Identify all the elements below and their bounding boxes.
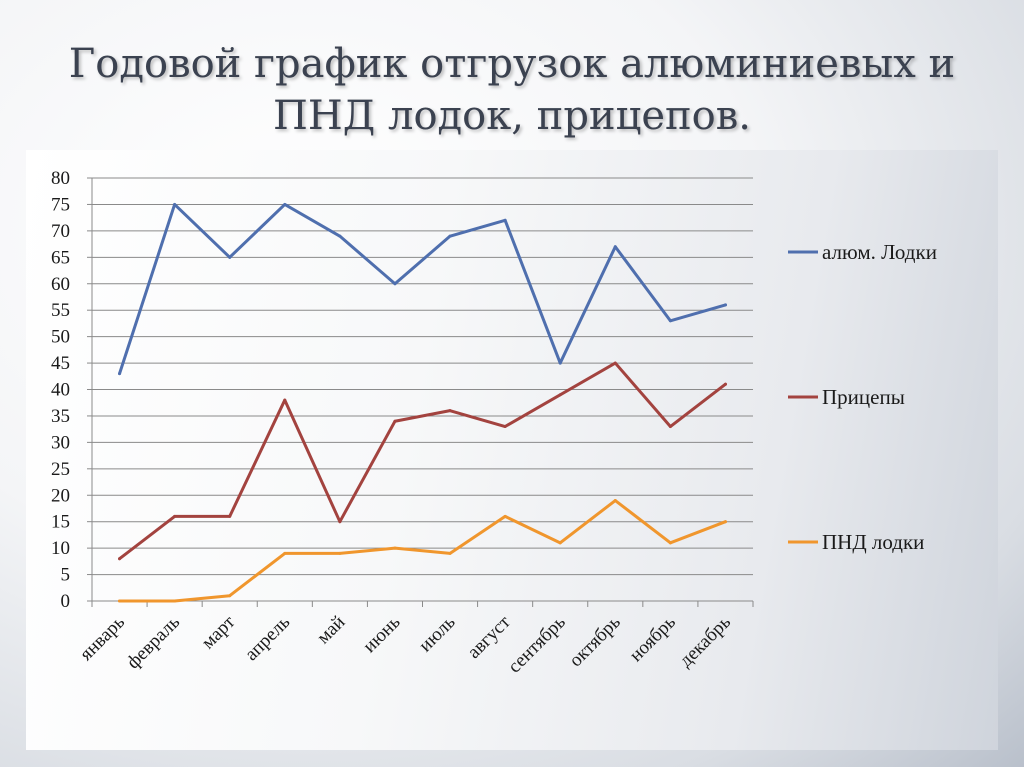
y-tick-label: 5 <box>61 565 71 586</box>
data-point <box>393 546 397 550</box>
y-tick-label: 0 <box>61 591 71 612</box>
x-tick-label: апрель <box>241 611 295 665</box>
y-tick-labels: 0 5 10 15 20 25 30 35 40 45 50 55 60 65 70 75 80 <box>51 168 70 612</box>
data-point <box>338 234 342 238</box>
series-line-1 <box>118 202 727 376</box>
data-point <box>118 372 122 376</box>
x-tick-label: октябрь <box>565 611 625 671</box>
y-tick-label: 10 <box>51 538 70 559</box>
data-point <box>118 599 122 603</box>
slide-title: Годовой график отгрузок алюминиевых и ПН… <box>0 38 1024 142</box>
data-point <box>503 514 507 518</box>
data-point <box>118 557 122 561</box>
y-tick-label: 45 <box>51 353 70 374</box>
data-point <box>723 382 727 386</box>
data-point <box>228 514 232 518</box>
y-tick-label: 35 <box>51 406 70 427</box>
legend-label: алюм. Лодки <box>822 240 937 264</box>
data-point <box>613 361 617 365</box>
data-point <box>228 255 232 259</box>
y-tick-label: 65 <box>51 247 70 268</box>
data-point <box>448 409 452 413</box>
data-point <box>668 319 672 323</box>
data-point <box>503 425 507 429</box>
legend-label: ПНД лодки <box>822 530 924 554</box>
y-tick-label: 40 <box>51 380 70 401</box>
data-point <box>558 361 562 365</box>
y-tick-label: 75 <box>51 194 70 215</box>
slide-title-line-1: Годовой график отгрузок алюминиевых и <box>68 41 956 87</box>
data-point <box>338 551 342 555</box>
y-tick-label: 80 <box>51 168 70 189</box>
series-line-3 <box>118 499 727 603</box>
data-point <box>283 551 287 555</box>
data-point <box>723 303 727 307</box>
gridlines <box>92 177 753 576</box>
x-tick-label: ноябрь <box>626 611 681 666</box>
data-point <box>613 499 617 503</box>
y-tick-label: 30 <box>51 432 70 453</box>
data-point <box>668 425 672 429</box>
data-point <box>338 520 342 524</box>
chart-panel <box>26 150 998 750</box>
slide-title-line-2: ПНД лодок, прицепов. <box>273 93 751 139</box>
data-point <box>283 398 287 402</box>
x-tick-label: март <box>198 611 240 653</box>
y-tick-label: 15 <box>51 512 70 533</box>
legend-label: Прицепы <box>822 385 905 409</box>
x-tick-label: август <box>463 611 515 663</box>
axes <box>87 177 754 607</box>
data-point <box>723 520 727 524</box>
y-tick-label: 25 <box>51 459 70 480</box>
x-tick-label: май <box>313 612 349 648</box>
data-point <box>173 599 177 603</box>
series-line-2 <box>118 361 727 561</box>
series-lines <box>118 202 727 603</box>
x-tick-label: февраль <box>123 611 185 673</box>
data-point <box>558 393 562 397</box>
y-tick-label: 70 <box>51 221 70 242</box>
data-point <box>173 514 177 518</box>
data-point <box>613 245 617 249</box>
data-point <box>173 202 177 206</box>
data-point <box>283 202 287 206</box>
y-tick-label: 50 <box>51 327 70 348</box>
data-point <box>448 551 452 555</box>
data-point <box>228 594 232 598</box>
y-tick-label: 55 <box>51 300 70 321</box>
y-tick-label: 60 <box>51 274 70 295</box>
data-point <box>393 419 397 423</box>
legend: алюм. Лодки Прицепы ПНД лодки <box>788 240 937 554</box>
x-tick-label: июнь <box>359 611 405 657</box>
data-point <box>558 541 562 545</box>
x-tick-label: июль <box>415 611 460 656</box>
x-tick-label: декабрь <box>675 611 735 671</box>
data-point <box>393 282 397 286</box>
data-point <box>448 234 452 238</box>
x-tick-label: январь <box>76 611 129 664</box>
data-point <box>503 218 507 222</box>
data-point <box>668 541 672 545</box>
x-tick-label: сентябрь <box>504 611 570 677</box>
y-tick-label: 20 <box>51 485 70 506</box>
